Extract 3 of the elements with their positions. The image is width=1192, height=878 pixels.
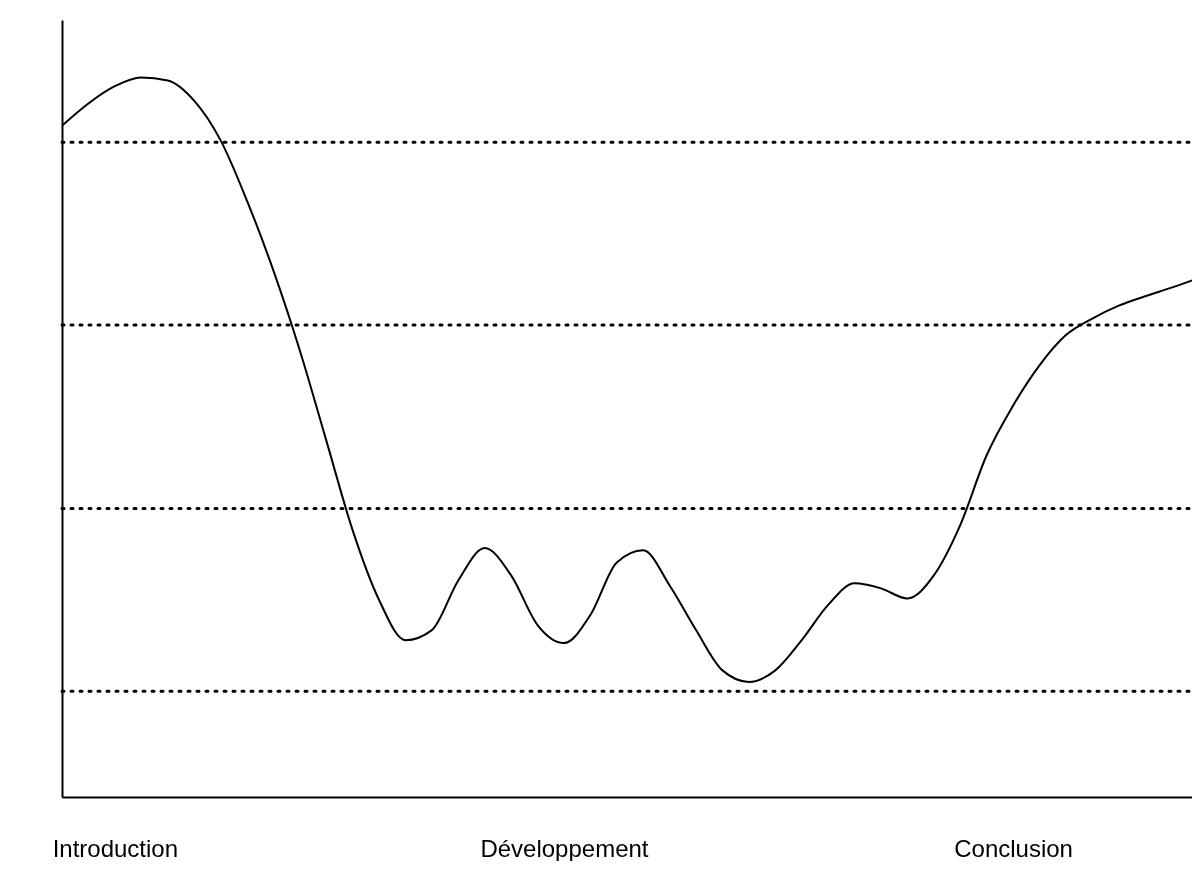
x-tick-label: Développement (480, 834, 649, 862)
x-tick-label: Introduction (52, 834, 179, 862)
x-tick-label: Conclusion (954, 834, 1073, 862)
